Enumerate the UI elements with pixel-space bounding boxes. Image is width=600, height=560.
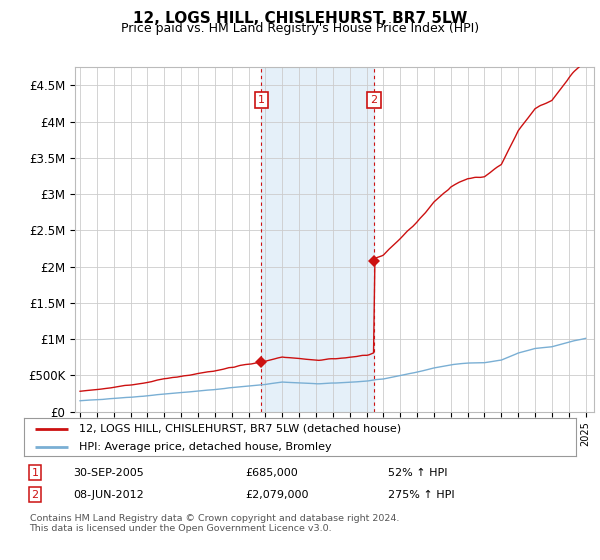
Text: 30-SEP-2005: 30-SEP-2005: [74, 468, 145, 478]
Text: HPI: Average price, detached house, Bromley: HPI: Average price, detached house, Brom…: [79, 442, 332, 452]
Text: 275% ↑ HPI: 275% ↑ HPI: [388, 490, 455, 500]
Text: £2,079,000: £2,079,000: [245, 490, 308, 500]
Text: 52% ↑ HPI: 52% ↑ HPI: [388, 468, 448, 478]
Text: 2: 2: [31, 490, 38, 500]
Text: 1: 1: [32, 468, 38, 478]
Text: 1: 1: [257, 95, 265, 105]
Bar: [261, 67, 374, 412]
Text: 12, LOGS HILL, CHISLEHURST, BR7 5LW (detached house): 12, LOGS HILL, CHISLEHURST, BR7 5LW (det…: [79, 424, 401, 434]
Text: 08-JUN-2012: 08-JUN-2012: [74, 490, 145, 500]
Text: Price paid vs. HM Land Registry's House Price Index (HPI): Price paid vs. HM Land Registry's House …: [121, 22, 479, 35]
Text: Contains HM Land Registry data © Crown copyright and database right 2024.
This d: Contains HM Land Registry data © Crown c…: [29, 514, 399, 533]
Text: 12, LOGS HILL, CHISLEHURST, BR7 5LW: 12, LOGS HILL, CHISLEHURST, BR7 5LW: [133, 11, 467, 26]
Text: 2: 2: [370, 95, 377, 105]
Text: £685,000: £685,000: [245, 468, 298, 478]
